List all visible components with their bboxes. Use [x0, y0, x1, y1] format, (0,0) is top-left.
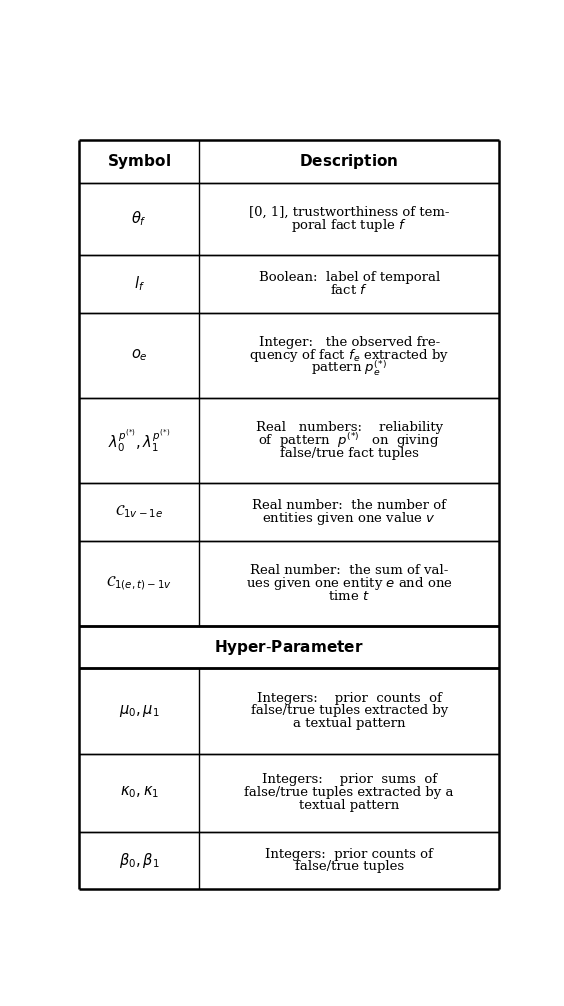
Text: poral fact tuple $f$: poral fact tuple $f$ — [291, 216, 407, 233]
Text: Integer:   the observed fre-: Integer: the observed fre- — [258, 336, 440, 349]
Text: $\mathbf{Hyper\text{-}Parameter}$: $\mathbf{Hyper\text{-}Parameter}$ — [214, 638, 364, 657]
Text: $\beta_0, \beta_1$: $\beta_0, \beta_1$ — [119, 851, 160, 870]
Text: of  pattern  $p^{(*)}$   on  giving: of pattern $p^{(*)}$ on giving — [258, 431, 440, 450]
Text: [0, 1], trustworthiness of tem-: [0, 1], trustworthiness of tem- — [249, 206, 450, 219]
Text: $o_e$: $o_e$ — [131, 347, 148, 363]
Text: ues given one entity $e$ and one: ues given one entity $e$ and one — [246, 574, 452, 592]
Text: $\mathbf{Description}$: $\mathbf{Description}$ — [299, 152, 399, 171]
Text: $\mu_0, \mu_1$: $\mu_0, \mu_1$ — [119, 703, 160, 719]
Text: Real number:  the number of: Real number: the number of — [252, 499, 446, 512]
Text: Boolean:  label of temporal: Boolean: label of temporal — [258, 272, 440, 284]
Text: Integers:    prior  sums  of: Integers: prior sums of — [262, 774, 437, 787]
Text: $l_f$: $l_f$ — [134, 275, 145, 294]
Text: textual pattern: textual pattern — [299, 799, 399, 812]
Text: $\kappa_0, \kappa_1$: $\kappa_0, \kappa_1$ — [120, 785, 159, 801]
Text: pattern $p_e^{(*)}$: pattern $p_e^{(*)}$ — [311, 358, 387, 377]
Text: Integers:    prior  counts  of: Integers: prior counts of — [257, 692, 442, 705]
Text: Real   numbers:    reliability: Real numbers: reliability — [255, 422, 443, 435]
Text: $\lambda_0^{p^{(*)}}, \lambda_1^{p^{(*)}}$: $\lambda_0^{p^{(*)}}, \lambda_1^{p^{(*)}… — [108, 428, 170, 454]
Text: $\theta_f$: $\theta_f$ — [131, 209, 147, 228]
Text: $\mathcal{C}_{1(e,t)-1v}$: $\mathcal{C}_{1(e,t)-1v}$ — [107, 574, 172, 592]
Text: $\mathbf{Symbol}$: $\mathbf{Symbol}$ — [107, 152, 171, 171]
Text: false/true tuples extracted by: false/true tuples extracted by — [250, 704, 448, 717]
Text: time $t$: time $t$ — [328, 589, 370, 603]
Text: false/true tuples: false/true tuples — [294, 860, 404, 873]
Text: quency of fact $f_e$ extracted by: quency of fact $f_e$ extracted by — [249, 347, 450, 364]
Text: Integers:  prior counts of: Integers: prior counts of — [265, 847, 433, 860]
Text: fact $f$: fact $f$ — [330, 284, 368, 298]
Text: $\mathcal{C}_{1v-1e}$: $\mathcal{C}_{1v-1e}$ — [116, 504, 164, 520]
Text: false/true tuples extracted by a: false/true tuples extracted by a — [244, 786, 454, 799]
Text: entities given one value $v$: entities given one value $v$ — [262, 510, 436, 527]
Text: Real number:  the sum of val-: Real number: the sum of val- — [250, 564, 448, 577]
Text: false/true fact tuples: false/true fact tuples — [280, 447, 418, 460]
Text: a textual pattern: a textual pattern — [293, 717, 406, 730]
